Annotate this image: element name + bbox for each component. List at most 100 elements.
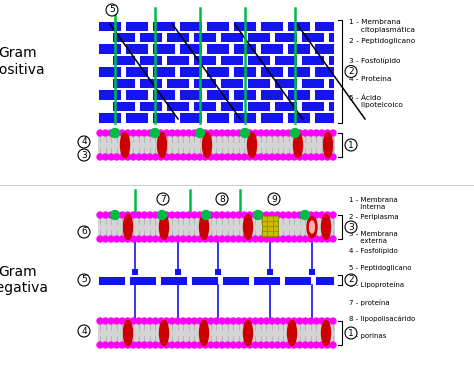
Text: 5: 5 <box>109 6 115 15</box>
Circle shape <box>274 130 281 136</box>
Bar <box>207 89 229 100</box>
Text: Gram
negativa: Gram negativa <box>0 265 48 295</box>
Circle shape <box>330 130 336 136</box>
Circle shape <box>136 212 142 218</box>
Bar <box>126 112 148 123</box>
Circle shape <box>264 212 269 218</box>
Circle shape <box>258 342 264 348</box>
Circle shape <box>141 130 147 136</box>
Circle shape <box>308 318 314 324</box>
Ellipse shape <box>244 214 253 240</box>
Circle shape <box>125 212 131 218</box>
Circle shape <box>225 236 230 242</box>
Circle shape <box>158 154 164 160</box>
Circle shape <box>313 212 319 218</box>
Circle shape <box>247 212 253 218</box>
Bar <box>316 276 335 285</box>
Circle shape <box>247 318 253 324</box>
Circle shape <box>197 342 203 348</box>
Circle shape <box>247 130 253 136</box>
Bar <box>139 78 162 88</box>
Circle shape <box>208 154 214 160</box>
Circle shape <box>313 318 319 324</box>
Circle shape <box>330 318 336 324</box>
Bar <box>328 32 335 42</box>
Circle shape <box>308 342 314 348</box>
Circle shape <box>291 154 297 160</box>
Circle shape <box>258 130 264 136</box>
Circle shape <box>345 274 357 286</box>
Bar <box>309 269 315 275</box>
Bar <box>207 66 229 77</box>
Circle shape <box>169 154 175 160</box>
Bar <box>315 89 335 100</box>
Circle shape <box>169 318 175 324</box>
Bar <box>207 21 229 31</box>
Circle shape <box>106 4 118 16</box>
Bar <box>215 269 221 275</box>
Circle shape <box>147 318 153 324</box>
Circle shape <box>191 342 197 348</box>
Circle shape <box>291 236 297 242</box>
Text: 2: 2 <box>348 67 354 76</box>
Circle shape <box>274 154 281 160</box>
Circle shape <box>202 212 209 218</box>
Text: 4: 4 <box>81 138 87 147</box>
Circle shape <box>313 130 319 136</box>
Text: 5 - Peptidoglicano: 5 - Peptidoglicano <box>349 265 411 271</box>
Ellipse shape <box>323 132 332 158</box>
Circle shape <box>236 318 242 324</box>
Text: 9: 9 <box>271 195 277 204</box>
Circle shape <box>164 154 170 160</box>
Text: 3 - Membrana
     externa: 3 - Membrana externa <box>349 231 398 244</box>
Circle shape <box>180 154 186 160</box>
Circle shape <box>169 342 175 348</box>
Bar <box>166 100 189 111</box>
Bar <box>175 269 181 275</box>
Circle shape <box>202 342 209 348</box>
Ellipse shape <box>124 214 133 240</box>
Bar <box>139 55 162 65</box>
Circle shape <box>153 130 158 136</box>
Circle shape <box>319 318 325 324</box>
Bar <box>153 112 175 123</box>
Bar <box>261 66 283 77</box>
Bar <box>274 55 297 65</box>
Ellipse shape <box>244 320 253 346</box>
Bar <box>261 44 283 54</box>
Text: 2: 2 <box>348 276 354 285</box>
Circle shape <box>264 236 269 242</box>
Circle shape <box>169 130 175 136</box>
Circle shape <box>280 212 286 218</box>
Circle shape <box>291 130 297 136</box>
Circle shape <box>313 236 319 242</box>
Circle shape <box>324 130 330 136</box>
Circle shape <box>297 318 303 324</box>
Circle shape <box>114 318 119 324</box>
Circle shape <box>308 212 314 218</box>
Circle shape <box>186 130 192 136</box>
Ellipse shape <box>307 216 317 237</box>
Circle shape <box>130 154 137 160</box>
Bar <box>166 78 189 88</box>
Bar <box>234 44 256 54</box>
Circle shape <box>202 130 209 136</box>
Ellipse shape <box>159 214 168 240</box>
Bar <box>288 44 310 54</box>
Bar <box>98 218 335 236</box>
Circle shape <box>186 154 192 160</box>
Circle shape <box>130 130 137 136</box>
Circle shape <box>153 236 158 242</box>
Circle shape <box>108 130 114 136</box>
Bar <box>180 66 202 77</box>
Circle shape <box>191 154 197 160</box>
Circle shape <box>280 342 286 348</box>
Circle shape <box>330 154 336 160</box>
Bar <box>234 112 256 123</box>
Circle shape <box>141 236 147 242</box>
Bar <box>207 44 229 54</box>
Circle shape <box>225 154 230 160</box>
Circle shape <box>180 212 186 218</box>
Circle shape <box>147 342 153 348</box>
Circle shape <box>208 130 214 136</box>
